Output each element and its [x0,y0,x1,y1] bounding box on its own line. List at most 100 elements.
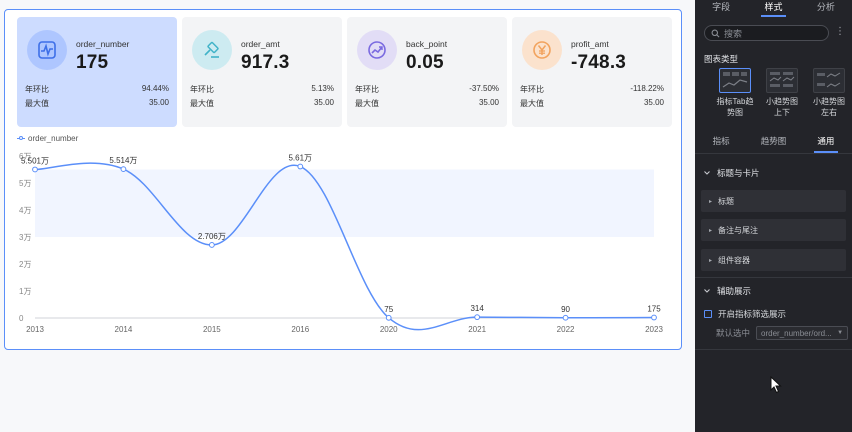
yoy-value: -37.50% [469,84,499,93]
y-tick-label: 5万 [19,179,31,188]
x-tick-label: 2022 [557,325,575,334]
chart-type-options: 指标Tab趋势图 小趋势图上下 小趋势图左右 [716,68,850,118]
data-point [297,163,304,170]
default-select-value: order_number/ord... [761,328,832,338]
yoy-row: 年环比 -118.22% [520,84,664,95]
max-row: 最大值 35.00 [25,98,169,109]
x-tick-label: 2014 [115,325,133,334]
search-placeholder: 搜索 [724,28,743,39]
max-label: 最大值 [520,99,544,108]
yoy-row: 年环比 -37.50% [355,84,499,95]
caret-down-icon: ▼ [837,330,844,336]
subtab-metric[interactable]: 指标 [712,136,730,146]
series-line-order-number [34,162,655,331]
chart-type-label: 图表类型 [704,54,739,64]
chart-legend[interactable]: order_number [17,134,78,143]
checkbox-label: 开启指标筛选展示 [718,309,787,319]
chart-type-name: 小趋势图上下 [766,97,798,117]
section-title[interactable]: ▸ 标题 [701,190,846,212]
metric-card-back-point[interactable]: back_point 0.05 年环比 -37.50% 最大值 35.00 [347,17,507,127]
max-value: 35.00 [148,98,169,107]
yoy-value: 5.13% [311,84,334,93]
subtab-general[interactable]: 通用 [800,130,852,153]
search-input[interactable]: 搜索 [704,25,829,41]
group-aux-display[interactable]: 辅助展示 [703,285,751,297]
section-label: 组件容器 [718,255,751,265]
data-point [385,314,392,321]
group-title-card[interactable]: 标题与卡片 [703,167,760,179]
tab-style[interactable]: 样式 [747,0,799,17]
metric-card-order-amt[interactable]: order_amt 917.3 年环比 5.13% 最大值 35.00 [182,17,342,127]
x-tick-label: 2016 [291,325,309,334]
y-tick-label: 2万 [19,260,31,269]
y-tick-label: 1万 [19,287,31,296]
y-tick-label: 3万 [19,233,31,242]
yoy-label: 年环比 [25,85,49,94]
y-tick-label: 4万 [19,206,31,215]
section-label: 备注与尾注 [718,225,759,235]
legend-marker-icon [17,135,25,142]
x-tick-label: 2015 [203,325,221,334]
legend-label: order_number [28,134,79,143]
metric-name: profit_amt [571,39,609,49]
data-label: 5.61万 [288,154,312,163]
max-row: 最大值 35.00 [355,98,499,109]
chevron-down-icon [704,289,710,293]
section-container[interactable]: ▸ 组件容器 [701,249,846,271]
default-select-label: 默认选中 [716,328,751,338]
chart-type-thumbnail-icon [719,68,751,93]
metric-card-order-number[interactable]: order_number 175 年环比 94.44% 最大值 35.00 [17,17,177,127]
max-label: 最大值 [190,99,214,108]
y-tick-label: 6万 [19,152,31,161]
metric-name: order_amt [241,39,280,49]
section-notes[interactable]: ▸ 备注与尾注 [701,219,846,241]
data-point [120,166,127,173]
chart-type-tab-trend[interactable]: 指标Tab趋势图 [716,68,754,118]
yoy-value: 94.44% [141,84,169,93]
yoy-label: 年环比 [520,85,544,94]
max-row: 最大值 35.00 [520,98,664,109]
max-value: 35.00 [478,98,499,107]
yoy-label: 年环比 [190,85,214,94]
chart-type-thumbnail-icon [813,68,845,93]
max-label: 最大值 [355,99,379,108]
metric-value: 917.3 [241,52,290,73]
more-vertical-icon[interactable]: ⋮ [835,26,845,37]
data-label: 5.514万 [109,156,137,165]
style-sub-tabs: 指标 趋势图 通用 [695,130,852,154]
tab-fields[interactable]: 字段 [712,2,731,12]
max-value: 35.00 [313,98,334,107]
metric-value: -748.3 [571,52,627,73]
metric-name: back_point [406,39,448,49]
max-row: 最大值 35.00 [190,98,334,109]
search-icon [711,29,720,37]
chevron-down-icon [704,171,710,175]
chart-type-mini-horizontal[interactable]: 小趋势图左右 [810,68,848,118]
subtab-trend[interactable]: 趋势图 [760,136,787,146]
max-value: 35.00 [643,98,664,107]
checkbox-box[interactable] [704,310,712,318]
chart-type-mini-vertical[interactable]: 小趋势图上下 [763,68,801,118]
data-label: 175 [647,305,661,314]
trend-circle-icon [357,30,397,70]
caret-right-icon: ▸ [709,257,713,264]
metric-value: 175 [76,52,109,73]
metric-trend-widget[interactable]: order_number 175 年环比 94.44% 最大值 35.00 orde… [4,9,682,350]
data-label: 2.706万 [198,232,226,241]
trend-line-chart: 0 1万 2万 3万 4万 5万 6万5.501万 2013 5.514万 2014 2.706万 2… [19,152,663,334]
metric-filter-checkbox[interactable]: 开启指标筛选展示 [704,308,786,320]
x-tick-label: 2013 [26,325,44,334]
data-label: 90 [561,305,570,314]
data-point [32,166,38,173]
yoy-row: 年环比 94.44% [25,84,169,95]
metric-cards: order_number 175 年环比 94.44% 最大值 35.00 orde… [17,17,672,127]
yoy-row: 年环比 5.13% [190,84,334,95]
tab-analysis[interactable]: 分析 [816,2,835,12]
metric-card-profit-amt[interactable]: profit_amt -748.3 年环比 -118.22% 最大值 35.00 [512,17,672,127]
chart-pulse-icon [27,30,67,70]
panel-tabs: 字段 样式 分析 [695,0,852,17]
group-label: 标题与卡片 [717,168,760,178]
default-select[interactable]: order_number/ord... ▼ [756,326,849,340]
default-select-row: 默认选中 order_number/ord... ▼ [716,326,849,340]
